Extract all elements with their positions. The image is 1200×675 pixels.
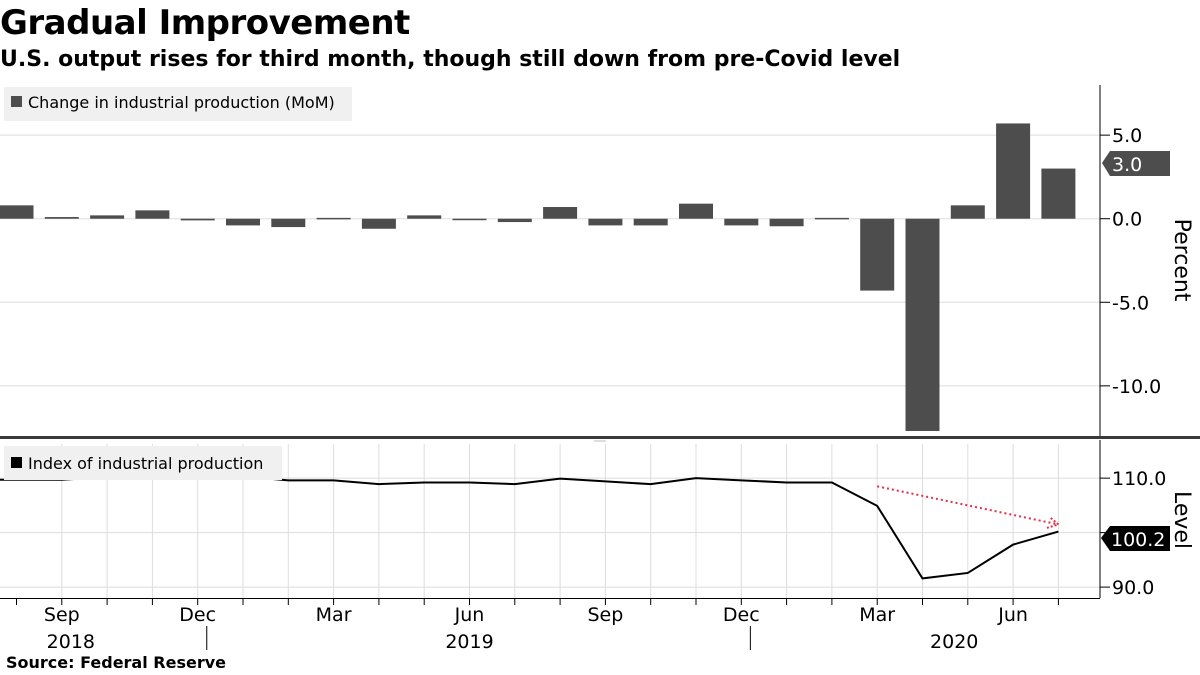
bar <box>316 217 351 220</box>
top-panel: 5.0 0.0 -5.0 -10.0 Percent 3.0 Change in in… <box>0 85 1194 436</box>
bar <box>588 218 623 226</box>
bottom-legend: Index of industrial production <box>4 446 282 480</box>
year-separators <box>206 626 751 650</box>
bar <box>135 210 170 219</box>
x-month-label: Mar <box>316 604 352 626</box>
chart-title: Gradual Improvement <box>0 3 410 43</box>
bar <box>996 123 1031 219</box>
top-tick-label: -5.0 <box>1112 292 1149 314</box>
bar <box>0 205 34 219</box>
bar <box>814 217 849 220</box>
bottom-last-value-text: 100.2 <box>1111 529 1165 551</box>
top-y-axis-label: Percent <box>1169 219 1194 302</box>
mom-bars <box>0 123 1076 431</box>
bottom-tick-label: 110.0 <box>1112 468 1166 490</box>
x-month-label: Sep <box>587 604 623 626</box>
bar <box>497 218 532 223</box>
bar <box>679 203 713 219</box>
trend-arrow-line <box>876 485 1059 526</box>
x-month-label: Jun <box>997 604 1028 626</box>
x-month-label: Mar <box>859 604 895 626</box>
bar <box>44 217 79 219</box>
bottom-legend-swatch <box>11 457 22 468</box>
index-line <box>0 473 1059 580</box>
bar <box>905 218 940 431</box>
top-y-ticks: 5.0 0.0 -5.0 -10.0 <box>1100 125 1161 398</box>
x-month-labels: Sep Dec Mar Jun Sep Dec Mar Jun <box>44 604 1028 626</box>
bottom-y-axis-label: Level <box>1169 491 1194 549</box>
top-tick-label: -10.0 <box>1112 376 1161 398</box>
x-month-label: Jun <box>454 604 485 626</box>
x-month-label: Dec <box>179 604 216 626</box>
x-month-label: Dec <box>723 604 760 626</box>
top-last-value-text: 3.0 <box>1112 154 1142 176</box>
bottom-last-value-badge: 100.2 <box>1101 526 1170 551</box>
top-legend-swatch <box>11 96 22 107</box>
bar <box>361 218 396 229</box>
bar <box>724 218 759 226</box>
chart-subtitle: U.S. output rises for third month, thoug… <box>0 47 901 72</box>
bar <box>90 215 125 219</box>
bar <box>633 218 668 226</box>
x-year-label: 2019 <box>445 631 493 653</box>
x-ticks <box>16 598 1059 605</box>
top-tick-label: 5.0 <box>1112 125 1142 147</box>
bar <box>452 218 487 221</box>
bar <box>180 218 215 221</box>
bar <box>950 205 985 219</box>
top-legend: Change in industrial production (MoM) <box>4 87 352 121</box>
bottom-legend-label: Index of industrial production <box>28 454 263 473</box>
source-note: Source: Federal Reserve <box>6 653 226 672</box>
trend-arrow <box>876 485 1061 529</box>
top-tick-label: 0.0 <box>1112 209 1142 231</box>
top-legend-label: Change in industrial production (MoM) <box>28 93 335 112</box>
bar <box>543 207 578 219</box>
bottom-panel: 110.0 90.0 Level 100.2 Index of industria… <box>0 440 1194 599</box>
bottom-y-ticks: 110.0 90.0 <box>1100 468 1166 599</box>
bar <box>226 218 260 226</box>
x-month-label: Sep <box>44 604 80 626</box>
bottom-tick-label: 90.0 <box>1112 577 1154 599</box>
bar <box>860 218 895 291</box>
bar <box>1041 168 1076 219</box>
x-axis: Sep Dec Mar Jun Sep Dec Mar Jun 2018 2019 2020 <box>0 598 1100 653</box>
bar <box>271 218 306 228</box>
trend-arrow-head <box>1046 515 1061 529</box>
bar <box>407 215 442 219</box>
x-year-label: 2020 <box>930 631 978 653</box>
x-year-labels: 2018 2019 2020 <box>47 631 979 653</box>
bottom-gridlines <box>0 477 1100 588</box>
bar <box>769 218 804 227</box>
top-last-value-badge: 3.0 <box>1102 151 1170 176</box>
x-year-label: 2018 <box>47 631 95 653</box>
